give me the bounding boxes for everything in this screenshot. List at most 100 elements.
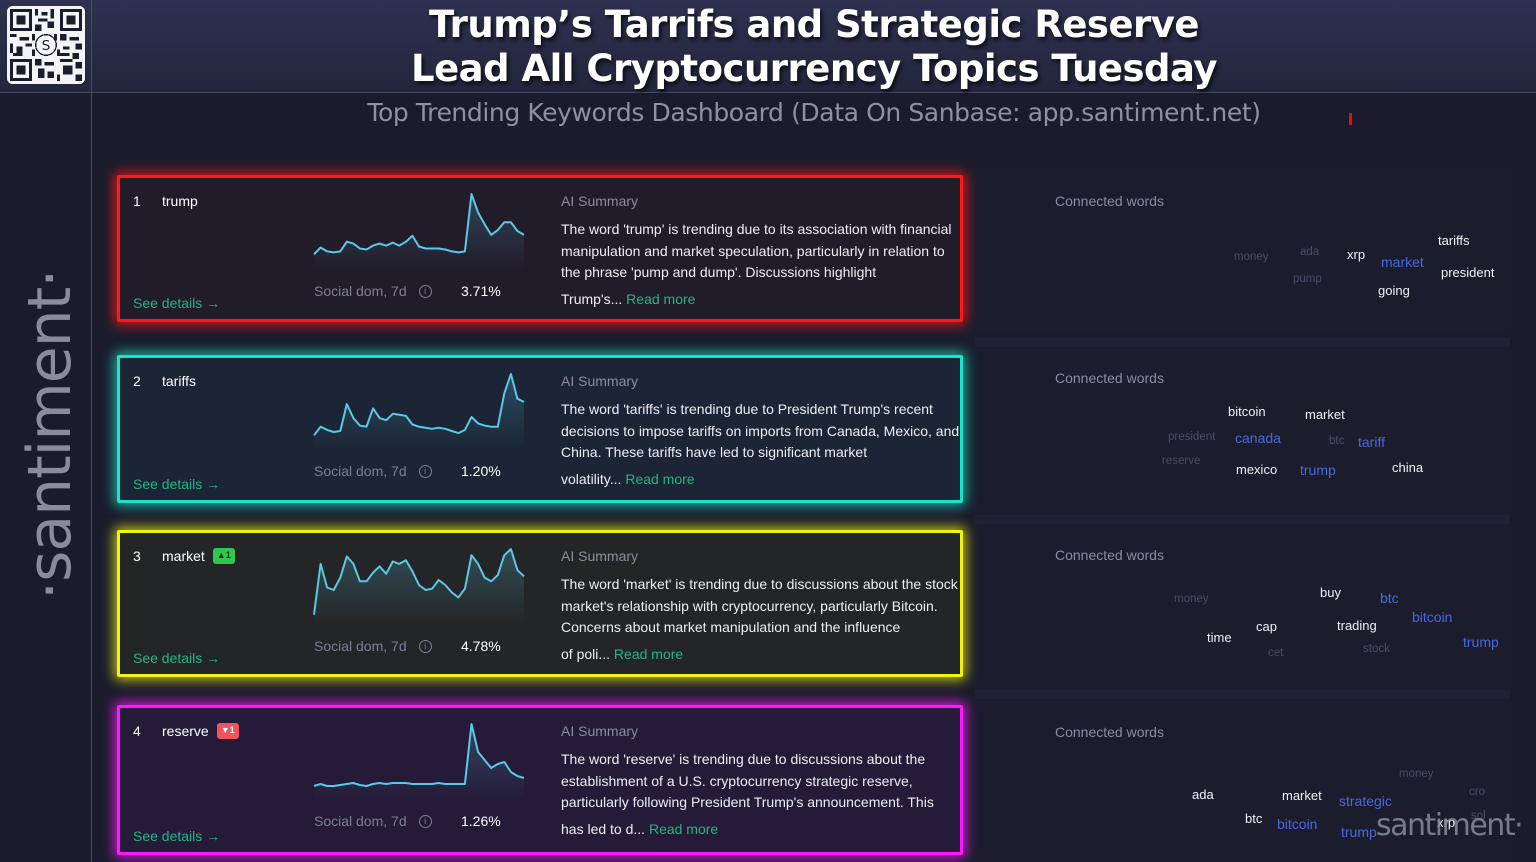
info-icon[interactable]: i	[418, 814, 432, 828]
santiment-watermark: santiment·	[1376, 808, 1524, 843]
see-details-link[interactable]: See details →	[133, 650, 221, 666]
qr-code-icon: S	[7, 6, 85, 84]
title-line-2: Lead All Cryptocurrency Topics Tuesday	[411, 47, 1217, 90]
connected-word[interactable]: market	[1305, 407, 1345, 422]
trend-rank: 1	[133, 193, 141, 209]
connected-word[interactable]: money	[1399, 768, 1434, 780]
connected-word[interactable]: stock	[1363, 643, 1390, 655]
read-more-link[interactable]: Read more	[625, 470, 695, 487]
connected-word[interactable]: bitcoin	[1228, 404, 1266, 419]
ai-summary-label: AI Summary	[561, 193, 639, 209]
connected-word[interactable]: going	[1378, 283, 1410, 298]
sparkline-chart	[313, 720, 525, 800]
ai-summary-text: The word 'market' is trending due to dis…	[561, 574, 961, 665]
sparkline-chart	[313, 545, 525, 625]
page-title: Trump’s Tarrifs and Strategic Reserve Le…	[92, 3, 1536, 91]
social-dominance-label: Social dom, 7d i	[314, 283, 432, 299]
connected-word[interactable]: xrp	[1437, 815, 1456, 830]
connected-words-label: Connected words	[1055, 370, 1164, 386]
trend-keyword[interactable]: market ▲1	[162, 548, 235, 564]
connected-word[interactable]: btc	[1329, 435, 1345, 447]
sparkline-area	[314, 724, 524, 800]
info-icon[interactable]: i	[418, 284, 432, 298]
row-separator	[975, 515, 1510, 524]
connected-word[interactable]: trading	[1337, 618, 1377, 633]
sparkline-line	[313, 723, 525, 787]
social-dominance-text: Social dom, 7d	[314, 638, 407, 654]
connected-word[interactable]: pump	[1293, 273, 1322, 285]
connected-word[interactable]: china	[1392, 460, 1424, 475]
see-details-link[interactable]: See details →	[133, 476, 221, 492]
see-details-link[interactable]: See details →	[133, 295, 221, 311]
connected-word[interactable]: president	[1168, 431, 1216, 443]
connected-words-label: Connected words	[1055, 724, 1164, 740]
trend-rank: 3	[133, 548, 141, 564]
connected-word[interactable]: trump	[1341, 824, 1377, 840]
ai-summary-text: The word 'trump' is trending due to its …	[561, 219, 961, 310]
svg-text:S: S	[42, 38, 51, 54]
social-dominance-value: 1.26%	[461, 813, 501, 829]
connected-word[interactable]: sol	[1471, 810, 1486, 822]
connected-word[interactable]: btc	[1245, 811, 1263, 826]
trend-keyword[interactable]: trump	[162, 193, 198, 209]
connected-word[interactable]: strategic	[1339, 793, 1392, 809]
connected-word[interactable]: president	[1441, 265, 1495, 280]
summary-body: The word 'market' is trending due to dis…	[561, 576, 958, 635]
ai-summary: AI Summary The word 'tariffs' is trendin…	[561, 373, 961, 490]
ai-summary-label: AI Summary	[561, 723, 639, 739]
rank-up-badge: ▲1	[212, 548, 235, 564]
connected-word[interactable]: tariffs	[1438, 233, 1470, 248]
connected-word[interactable]: tariff	[1358, 434, 1385, 450]
connected-word[interactable]: xrp	[1347, 247, 1366, 262]
connected-word[interactable]: market	[1282, 788, 1322, 803]
connected-word[interactable]: buy	[1320, 585, 1341, 600]
summary-tail: Trump's...	[561, 290, 623, 307]
connected-word[interactable]: ada	[1192, 787, 1214, 802]
red-marker	[1349, 113, 1352, 125]
connected-word[interactable]: reserve	[1162, 455, 1201, 467]
connected-word[interactable]: time	[1207, 630, 1232, 645]
connected-word[interactable]: market	[1381, 254, 1424, 270]
social-dominance-label: Social dom, 7d i	[314, 813, 432, 829]
connected-word[interactable]: cet	[1268, 647, 1284, 659]
keyword-label: tariffs	[162, 373, 196, 389]
trend-rank: 2	[133, 373, 141, 389]
see-details-link[interactable]: See details →	[133, 828, 221, 844]
connected-word[interactable]: trump	[1300, 462, 1336, 478]
connected-word[interactable]: money	[1234, 251, 1269, 263]
keyword-label: reserve	[162, 723, 209, 739]
connected-word[interactable]: money	[1174, 593, 1209, 605]
read-more-link[interactable]: Read more	[626, 290, 696, 307]
sparkline-line	[313, 373, 525, 436]
sidebar-divider	[91, 0, 92, 862]
sparkline-line	[313, 548, 525, 615]
connected-word[interactable]: bitcoin	[1277, 816, 1318, 832]
social-dominance-text: Social dom, 7d	[314, 813, 407, 829]
santiment-side-logo: ·santiment·	[15, 269, 85, 600]
summary-body: The word 'reserve' is trending due to di…	[561, 751, 934, 810]
info-icon[interactable]: i	[418, 639, 432, 653]
social-dominance-text: Social dom, 7d	[314, 283, 407, 299]
connected-word[interactable]: cap	[1256, 619, 1277, 634]
info-icon[interactable]: i	[418, 464, 432, 478]
social-dominance-label: Social dom, 7d i	[314, 638, 432, 654]
connected-word[interactable]: cro	[1469, 786, 1485, 798]
connected-word[interactable]: ada	[1300, 246, 1320, 258]
sparkline-line	[313, 193, 525, 255]
trend-card-trump: 1 trump Social dom, 7d i 3.71% See detai…	[117, 175, 963, 322]
connected-word[interactable]: bitcoin	[1412, 609, 1453, 625]
title-line-1: Trump’s Tarrifs and Strategic Reserve	[428, 3, 1200, 46]
social-dominance-value: 3.71%	[461, 283, 501, 299]
connected-word[interactable]: mexico	[1236, 462, 1278, 477]
connected-word[interactable]: canada	[1235, 430, 1281, 446]
trend-keyword[interactable]: tariffs	[162, 373, 196, 389]
read-more-link[interactable]: Read more	[613, 645, 684, 662]
ai-summary: AI Summary The word 'trump' is trending …	[561, 193, 961, 310]
connected-word[interactable]: trump	[1463, 634, 1499, 650]
sparkline-area	[314, 374, 524, 450]
trend-keyword[interactable]: reserve ▼1	[162, 723, 239, 739]
read-more-link[interactable]: Read more	[648, 820, 719, 837]
summary-tail: volatility...	[561, 470, 622, 487]
ai-summary: AI Summary The word 'market' is trending…	[561, 548, 961, 665]
connected-word[interactable]: btc	[1380, 590, 1399, 606]
